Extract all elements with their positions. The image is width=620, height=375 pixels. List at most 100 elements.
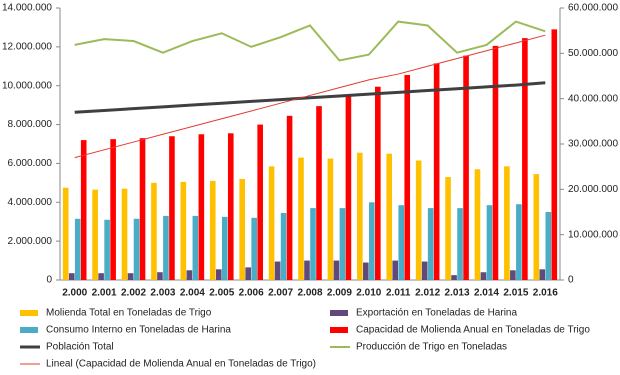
bar xyxy=(239,178,245,280)
bar xyxy=(133,218,140,280)
legend-swatch xyxy=(20,327,38,333)
x-tick-label: 2.002 xyxy=(121,288,146,299)
bar xyxy=(398,205,405,280)
bar xyxy=(486,205,493,280)
bar xyxy=(415,160,422,280)
bar xyxy=(369,202,375,280)
bar xyxy=(480,272,487,280)
bar xyxy=(433,63,440,280)
y-tick-label: 4.000.000 xyxy=(8,197,53,208)
bar xyxy=(539,269,546,280)
x-tick-label: 2.005 xyxy=(209,288,234,299)
legend-label: Molienda Total en Toneladas de Trigo xyxy=(46,308,212,319)
x-tick-label: 2.000 xyxy=(62,288,87,299)
y-tick-label: 14.000.000 xyxy=(2,3,52,14)
bar xyxy=(345,96,352,281)
bar xyxy=(522,38,528,280)
bar xyxy=(251,217,257,280)
bar xyxy=(298,157,304,280)
y-tick-label: 0 xyxy=(46,275,52,286)
legend-label: Población Total xyxy=(46,342,114,353)
x-tick-label: 2.006 xyxy=(239,288,264,299)
y2-tick-label: 10.000.000 xyxy=(568,229,618,240)
bar xyxy=(221,216,228,280)
y2-tick-label: 40.000.000 xyxy=(568,93,618,104)
y-tick-label: 8.000.000 xyxy=(8,119,53,130)
y-tick-label: 12.000.000 xyxy=(2,41,52,52)
bar xyxy=(215,269,222,280)
x-tick-label: 2.016 xyxy=(533,288,558,299)
bar xyxy=(304,260,310,280)
bar xyxy=(180,181,187,280)
bar xyxy=(186,270,193,280)
bar xyxy=(375,86,381,280)
bar xyxy=(492,45,499,281)
bar xyxy=(98,273,104,280)
y-tick-label: 10.000.000 xyxy=(2,80,52,91)
bar xyxy=(198,134,205,280)
bar xyxy=(392,260,399,280)
bar xyxy=(516,204,522,280)
bar xyxy=(427,208,434,280)
y2-tick-label: 30.000.000 xyxy=(568,139,618,150)
bar xyxy=(104,219,110,280)
bar xyxy=(533,174,540,280)
bar xyxy=(357,152,363,280)
bar xyxy=(510,270,516,280)
bar xyxy=(551,29,558,280)
bar xyxy=(157,272,163,280)
bar xyxy=(257,124,263,280)
legend-swatch xyxy=(330,310,348,316)
bar xyxy=(316,106,322,280)
bar xyxy=(163,215,169,280)
bar xyxy=(169,136,175,280)
bar xyxy=(339,208,346,280)
bar xyxy=(327,158,334,280)
y2-tick-label: 50.000.000 xyxy=(568,48,618,59)
bar xyxy=(127,273,134,280)
x-tick-label: 2.007 xyxy=(268,288,293,299)
bar xyxy=(421,261,428,280)
x-tick-label: 2.009 xyxy=(327,288,352,299)
legend-swatch xyxy=(20,310,38,316)
line-series xyxy=(74,20,546,62)
bar xyxy=(333,260,340,280)
x-tick-label: 2.001 xyxy=(92,288,117,299)
bar xyxy=(445,177,451,280)
y2-tick-label: 0 xyxy=(568,275,574,286)
legend-label: Lineal (Capacidad de Molienda Anual en T… xyxy=(46,359,316,370)
bar xyxy=(110,139,116,280)
line-series xyxy=(74,81,546,114)
bar xyxy=(121,188,128,280)
legend-label: Exportación en Toneladas de Harina xyxy=(356,308,517,319)
bar xyxy=(363,262,369,280)
bar xyxy=(139,138,146,280)
bar xyxy=(404,75,411,281)
y-tick-label: 2.000.000 xyxy=(8,236,53,247)
x-tick-label: 2.011 xyxy=(386,288,411,299)
bar xyxy=(92,189,98,280)
y2-tick-label: 20.000.000 xyxy=(568,184,618,195)
bar xyxy=(268,166,275,280)
legend-label: Capacidad de Molienda Anual en Toneladas… xyxy=(356,325,590,336)
bar xyxy=(545,212,552,280)
x-tick-label: 2.004 xyxy=(180,288,205,299)
bar xyxy=(151,182,157,280)
x-tick-label: 2.015 xyxy=(503,288,528,299)
bar xyxy=(474,169,481,280)
bar xyxy=(463,55,469,280)
bar xyxy=(68,273,75,280)
bar xyxy=(286,115,293,280)
bar xyxy=(74,218,81,280)
bar xyxy=(209,180,216,280)
bar xyxy=(227,133,234,280)
bar xyxy=(457,208,463,280)
y-tick-label: 6.000.000 xyxy=(8,158,53,169)
bar xyxy=(310,208,316,280)
bar xyxy=(280,212,287,280)
legend-label: Producción de Trigo en Toneladas xyxy=(356,342,507,353)
y2-tick-label: 60.000.000 xyxy=(568,3,618,14)
x-tick-label: 2.013 xyxy=(445,288,470,299)
x-tick-label: 2.014 xyxy=(474,288,499,299)
